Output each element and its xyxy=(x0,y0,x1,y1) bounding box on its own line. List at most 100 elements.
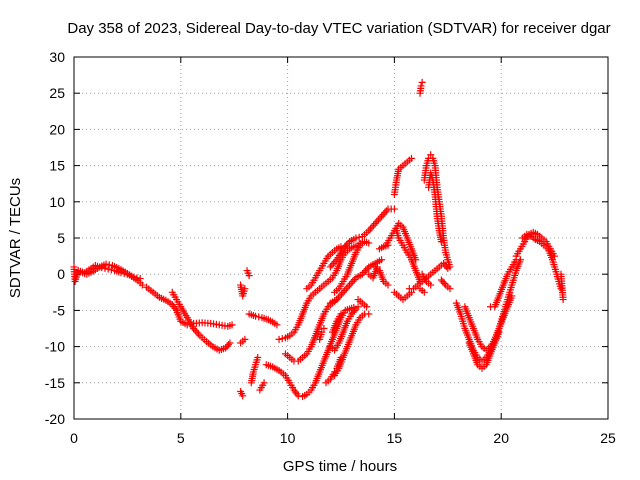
series-arc-31 xyxy=(390,154,415,199)
series-arc-23 xyxy=(326,256,386,307)
chart-title: Day 358 of 2023, Sidereal Day-to-day VTE… xyxy=(67,20,610,37)
x-axis-title: GPS time / hours xyxy=(283,458,397,475)
data-point xyxy=(420,288,428,296)
data-point xyxy=(226,339,234,347)
data-point xyxy=(193,328,201,336)
data-point xyxy=(194,330,202,338)
series-arc-18 xyxy=(326,305,360,354)
data-point xyxy=(318,328,326,336)
series-arc-32 xyxy=(393,227,424,285)
series-arc-15 xyxy=(303,242,349,293)
data-point xyxy=(368,223,376,231)
data-point xyxy=(363,303,371,311)
data-point xyxy=(384,281,392,289)
series-arc-37 xyxy=(420,151,454,271)
data-point xyxy=(341,286,349,294)
data-point xyxy=(349,277,357,285)
data-point xyxy=(352,305,360,313)
x-tick-label: 15 xyxy=(387,430,403,446)
data-point xyxy=(239,392,247,400)
data-point xyxy=(328,261,336,269)
data-point xyxy=(437,238,445,246)
data-point xyxy=(352,234,360,242)
series-arc-43 xyxy=(487,256,520,311)
series-arc-11 xyxy=(256,379,268,394)
x-tick-label: 0 xyxy=(70,430,78,446)
data-point xyxy=(446,285,454,293)
data-point xyxy=(252,312,260,320)
y-tick-label: 20 xyxy=(49,121,65,137)
data-point xyxy=(339,288,347,296)
data-point xyxy=(355,233,363,241)
series-arc-6 xyxy=(237,387,247,400)
data-point xyxy=(342,285,350,293)
data-point xyxy=(382,207,390,215)
y-tick-label: -10 xyxy=(45,339,65,355)
series-arc-2 xyxy=(76,260,146,289)
data-point xyxy=(407,288,415,296)
y-tick-label: 5 xyxy=(57,230,65,246)
data-point xyxy=(336,292,344,300)
series-arc-5 xyxy=(237,335,249,347)
series-arc-41 xyxy=(461,256,524,354)
series-arc-22 xyxy=(326,205,398,271)
y-tick-label: 15 xyxy=(49,158,65,174)
data-point xyxy=(278,335,286,343)
data-point xyxy=(551,252,559,260)
data-point xyxy=(427,281,435,289)
data-point xyxy=(107,266,115,274)
data-point xyxy=(381,209,389,217)
x-tick-label: 5 xyxy=(177,430,185,446)
data-point xyxy=(440,279,448,287)
y-axis-title: SDTVAR / TECUs xyxy=(7,178,24,298)
axis-ticks xyxy=(73,56,609,420)
data-point xyxy=(557,285,565,293)
data-point xyxy=(241,335,249,343)
series-arc-9 xyxy=(245,310,281,329)
data-point xyxy=(427,151,435,159)
data-point xyxy=(275,335,283,343)
grid xyxy=(74,57,608,419)
y-tick-label: -20 xyxy=(45,411,65,427)
data-point xyxy=(365,310,373,318)
data-point xyxy=(138,281,146,289)
series-arc-38 xyxy=(425,169,445,246)
y-tick-label: 0 xyxy=(57,266,65,282)
series-arc-19 xyxy=(328,310,345,336)
data-point xyxy=(407,154,415,162)
x-tick-labels: 0 5 10 15 20 25 xyxy=(70,430,616,446)
data-point xyxy=(390,205,398,213)
data-point xyxy=(373,218,381,226)
data-point xyxy=(104,265,112,273)
data-point xyxy=(346,281,354,289)
data-point xyxy=(379,210,387,218)
series-arc-36 xyxy=(418,270,435,289)
data-point xyxy=(294,392,302,400)
series-arc-39 xyxy=(437,276,454,293)
data-point xyxy=(102,260,110,268)
data-point xyxy=(255,313,263,321)
x-tick-label: 10 xyxy=(280,430,296,446)
series-arc-8 xyxy=(243,267,253,280)
data-point xyxy=(374,216,382,224)
series-arc-35 xyxy=(416,285,428,296)
y-tick-label: -5 xyxy=(53,302,66,318)
data-point xyxy=(326,263,334,271)
data-point xyxy=(371,220,379,228)
series-arc-13 xyxy=(275,238,366,343)
data-point xyxy=(273,321,281,329)
data-point xyxy=(337,310,345,318)
data-point xyxy=(362,267,370,275)
y-tick-label: 25 xyxy=(49,85,65,101)
series-arc-27 xyxy=(371,263,392,289)
data-point xyxy=(376,214,384,222)
y-tick-label: 30 xyxy=(49,49,65,65)
series-arc-25 xyxy=(354,296,371,311)
y-tick-labels: -20 -15 -10 -5 0 5 10 15 20 25 30 xyxy=(45,49,65,427)
data-point xyxy=(559,296,567,304)
data-point xyxy=(366,225,374,233)
series-arc-17 xyxy=(322,368,339,387)
data-point xyxy=(495,328,503,336)
series-arc-42 xyxy=(465,328,503,372)
